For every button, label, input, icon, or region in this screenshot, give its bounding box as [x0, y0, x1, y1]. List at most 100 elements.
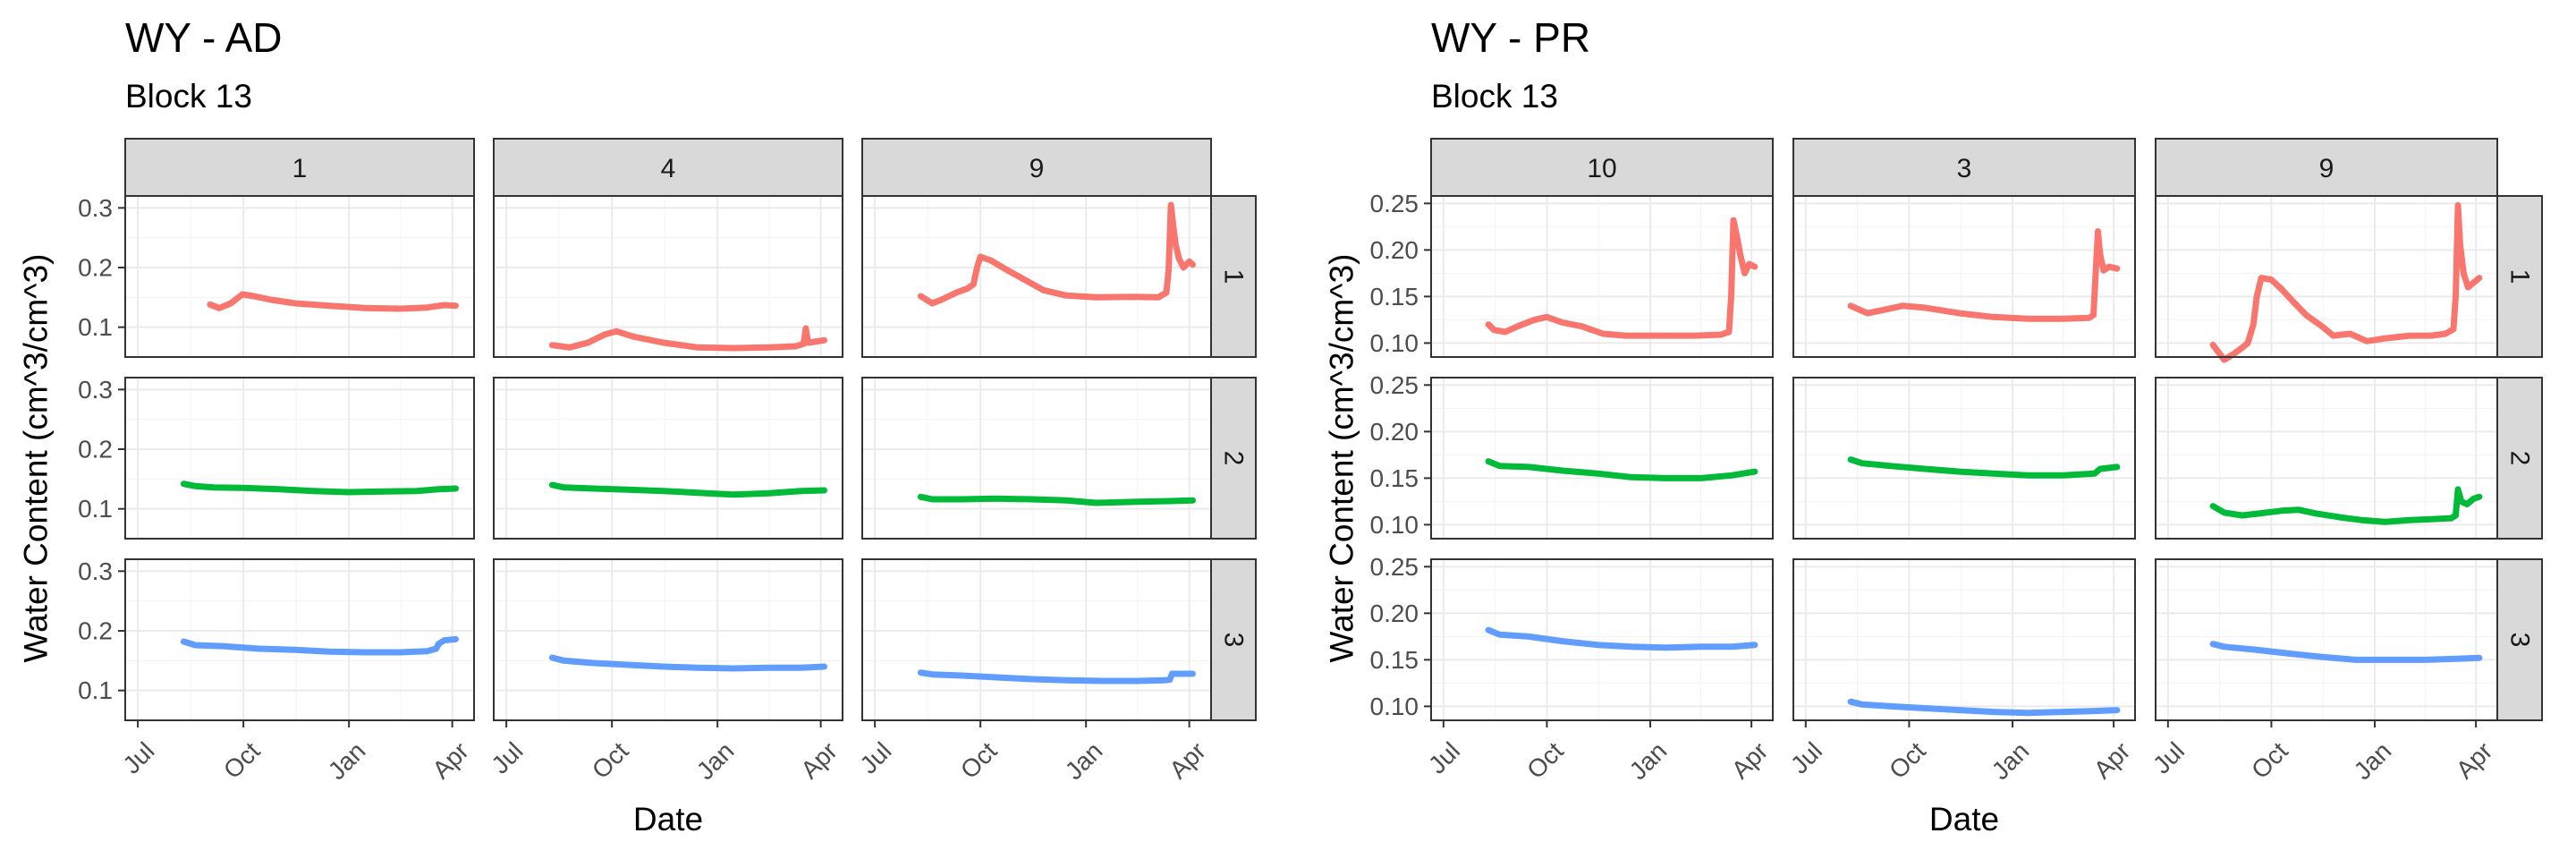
x-tick-label: Jul	[2148, 736, 2190, 778]
y-tick-label: 0.1	[78, 676, 113, 704]
row-facet-label: 1	[2505, 269, 2535, 285]
data-series	[548, 654, 827, 672]
data-series	[1847, 698, 2121, 717]
data-series	[1485, 626, 1758, 651]
data-series	[917, 201, 1196, 307]
x-tick-label: Apr	[1726, 736, 1774, 784]
x-tick-label: Oct	[1521, 736, 1569, 784]
x-tick-label: Oct	[587, 736, 634, 784]
panel-background	[862, 559, 1211, 720]
panel-background	[1431, 378, 1773, 539]
panel-border	[1792, 558, 2136, 721]
panel-border	[861, 558, 1212, 721]
facet-panel	[2155, 377, 2498, 540]
col-facet-label: 1	[292, 154, 308, 183]
col-facet-label: 10	[1587, 154, 1616, 183]
row-facet-strip	[1210, 377, 1257, 540]
row-facet-label: 3	[2505, 633, 2535, 648]
panel-border	[2155, 377, 2498, 540]
row-facet-label: 2	[2505, 451, 2535, 466]
x-tick-label: Apr	[795, 736, 843, 784]
facet-panel	[493, 377, 843, 540]
data-series	[180, 635, 459, 656]
y-tick-label: 0.20	[1370, 418, 1419, 446]
x-tick-label: Apr	[2451, 736, 2498, 784]
facet-panel: 0.1 0.2 0.3	[78, 194, 475, 358]
data-series	[1485, 458, 1758, 481]
x-tick-label: Oct	[2246, 736, 2293, 784]
y-tick-label: 0.2	[78, 254, 113, 282]
data-series	[1847, 228, 2121, 322]
chart-title: WY - AD	[125, 14, 283, 61]
panel-border	[1430, 377, 1774, 540]
y-axis-title: Water Content (cm^3/cm^3)	[1324, 254, 1360, 663]
y-tick-label: 0.2	[78, 436, 113, 464]
data-series	[548, 481, 827, 498]
x-tick-label: Jan	[691, 736, 740, 785]
facet-panel: 0.10 0.15 0.20 0.25	[1370, 371, 1774, 540]
row-facet-label: 2	[1219, 451, 1249, 466]
panel-background	[1793, 559, 2135, 720]
col-facet-label: 3	[1957, 154, 1972, 183]
y-axis-title: Water Content (cm^3/cm^3)	[18, 254, 55, 663]
col-facet-label: 9	[2319, 154, 2334, 183]
facet-panel	[2155, 195, 2498, 363]
x-tick-label: Jan	[323, 736, 371, 785]
x-tick-label: Jan	[1060, 736, 1108, 785]
data-series	[1485, 217, 1758, 339]
x-tick-label: Oct	[218, 736, 266, 784]
col-facet-strip	[493, 138, 843, 197]
y-tick-label: 0.15	[1370, 646, 1419, 674]
data-series	[917, 669, 1196, 685]
x-tick-label: Apr	[427, 736, 474, 784]
panel-background	[494, 196, 843, 357]
y-tick-label: 0.15	[1370, 283, 1419, 310]
data-series	[917, 493, 1196, 506]
chart-subtitle: Block 13	[1431, 78, 1558, 115]
row-facet-label: 3	[1219, 633, 1249, 648]
col-facet-strip	[2155, 138, 2498, 197]
x-tick-label: Jul	[854, 736, 896, 778]
y-tick-label: 0.1	[78, 495, 113, 523]
panel-border	[493, 195, 843, 358]
row-facet-strip	[2496, 377, 2543, 540]
panel-background	[862, 196, 1211, 357]
facet-panel: Jul Oct Jan Apr	[1785, 558, 2136, 785]
data-series	[207, 291, 459, 312]
x-tick-label: Jan	[2349, 736, 2397, 785]
y-tick-label: 0.20	[1370, 600, 1419, 627]
x-tick-label: Jan	[1624, 736, 1673, 785]
x-tick-label: Jul	[1785, 736, 1827, 778]
panel-background	[494, 559, 843, 720]
panel-border	[493, 377, 843, 540]
y-tick-label: 0.20	[1370, 236, 1419, 264]
row-facet-strip	[2496, 558, 2543, 721]
facet-panel: Jul Oct Jan Apr	[854, 558, 1212, 785]
panel-border	[1430, 195, 1774, 358]
x-tick-label: Oct	[955, 736, 1003, 784]
y-tick-label: 0.3	[78, 376, 113, 404]
panel-background	[1793, 196, 2135, 357]
panel-border	[124, 558, 475, 721]
panel-background	[494, 378, 843, 539]
panel-background	[125, 559, 474, 720]
y-tick-label: 0.10	[1370, 329, 1419, 357]
x-tick-label: Jul	[1423, 736, 1465, 778]
col-facet-strip	[124, 138, 475, 197]
facet-panel: 0.1 0.2 0.3 Jul Oct Jan Apr	[78, 557, 475, 785]
x-tick-label: Jul	[117, 736, 159, 778]
data-series	[548, 325, 827, 352]
data-series	[2209, 641, 2483, 663]
panel-border	[2155, 195, 2498, 358]
x-tick-label: Apr	[1164, 736, 1211, 784]
panel-border	[493, 558, 843, 721]
facet-panel	[861, 195, 1212, 358]
panel-border	[1430, 558, 1774, 721]
chart-title: WY - PR	[1431, 14, 1590, 61]
panel-border	[861, 195, 1212, 358]
y-tick-label: 0.2	[78, 617, 113, 645]
panel-background	[125, 196, 474, 357]
